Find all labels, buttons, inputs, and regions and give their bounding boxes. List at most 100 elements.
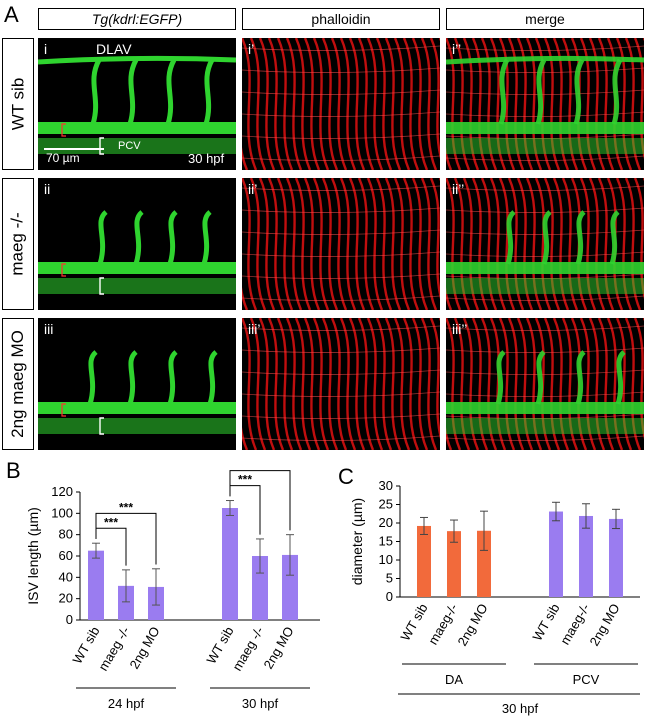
muscle-striation	[242, 67, 440, 73]
sub-panel-label: i’	[248, 41, 255, 57]
sub-panel-label: ii	[44, 181, 51, 197]
cardinal-vein	[446, 138, 644, 154]
muscle-fiber	[552, 178, 570, 310]
muscle-striation	[242, 295, 440, 301]
muscle-striation	[446, 45, 644, 51]
isv-vessel	[167, 350, 178, 405]
muscle-fiber	[552, 318, 570, 450]
muscle-fiber	[561, 178, 579, 310]
muscle-fiber	[597, 38, 615, 170]
micrograph-1-3	[446, 38, 644, 170]
muscle-fiber	[588, 318, 606, 450]
group-label: PCV	[573, 672, 600, 687]
isv-vessel	[127, 58, 139, 125]
muscle-fiber	[303, 38, 321, 170]
muscle-fiber	[242, 426, 249, 450]
muscle-fiber	[330, 38, 348, 170]
muscle-fiber	[267, 38, 285, 170]
muscle-fiber	[294, 318, 312, 450]
muscle-striation	[446, 67, 644, 73]
muscle-fiber	[375, 318, 393, 450]
y-tick-label: 100	[51, 505, 73, 520]
muscle-fiber	[303, 318, 321, 450]
muscle-fiber	[633, 38, 644, 159]
micrograph-image	[446, 38, 644, 170]
panel-letter-c: C	[338, 464, 354, 489]
micrograph-image	[446, 178, 644, 310]
muscle-fiber	[393, 178, 411, 310]
dorsal-aorta	[38, 262, 236, 274]
row-label-wt-sib: WT sib	[2, 38, 34, 170]
bar	[417, 525, 431, 597]
muscle-fiber	[258, 38, 276, 170]
isv-vessel	[97, 210, 108, 265]
bar	[88, 550, 104, 620]
micrograph-image	[242, 38, 440, 170]
isv-vessel	[541, 210, 552, 265]
muscle-striation	[446, 325, 644, 331]
muscle-fiber	[498, 318, 516, 450]
micrograph-3-3	[446, 318, 644, 450]
muscle-fiber	[357, 38, 375, 170]
y-tick-label: 30	[379, 478, 393, 493]
y-tick-label: 10	[379, 552, 393, 567]
muscle-fiber	[471, 318, 489, 450]
row-label-text: 2ng maeg MO	[8, 330, 28, 438]
da-bracket	[61, 123, 66, 137]
x-tick-label: WT sib	[397, 601, 430, 643]
muscle-fiber	[285, 178, 303, 310]
muscle-fiber	[393, 38, 411, 170]
muscle-fiber	[294, 178, 312, 310]
row-label-maeg-mo: 2ng maeg MO	[2, 318, 34, 450]
muscle-striation	[242, 155, 440, 161]
sub-panel-label: iii’	[248, 321, 261, 337]
muscle-fiber	[321, 178, 339, 310]
muscle-fiber	[339, 318, 357, 450]
x-tick-label: WT sib	[69, 624, 102, 666]
muscle-fiber	[534, 178, 552, 310]
micrograph-3-1	[38, 318, 236, 450]
isv-vessel	[87, 350, 98, 405]
y-tick-label: 0	[386, 589, 393, 604]
isv-vessel	[165, 58, 177, 125]
micrograph-2-3	[446, 178, 644, 310]
bar	[477, 530, 491, 597]
muscle-fiber	[285, 38, 303, 170]
dlav-vessel	[446, 55, 644, 65]
isv-vessel	[535, 350, 546, 405]
y-axis-label: diameter (µm)	[349, 498, 365, 585]
muscle-fiber	[384, 178, 402, 310]
muscle-fiber	[552, 38, 570, 170]
significance-label: ***	[104, 515, 118, 529]
y-tick-label: 60	[59, 548, 73, 563]
muscle-fiber	[446, 146, 453, 170]
muscle-fiber	[615, 178, 633, 310]
muscle-fiber	[446, 38, 462, 170]
muscle-fiber	[357, 318, 375, 450]
y-tick-label: 20	[59, 591, 73, 606]
significance-label: ***	[119, 500, 133, 514]
muscle-fiber	[624, 178, 642, 310]
muscle-fiber	[242, 178, 258, 310]
muscle-fiber	[525, 318, 543, 450]
muscle-fiber	[606, 318, 624, 450]
muscle-fiber	[242, 38, 258, 170]
muscle-fiber	[561, 38, 579, 170]
muscle-fiber	[453, 318, 471, 450]
sub-panel-label: i’’	[452, 41, 462, 57]
dorsal-aorta	[38, 122, 236, 134]
sub-panel-label: ii’	[248, 181, 258, 197]
muscle-fiber	[276, 38, 294, 170]
muscle-fiber	[453, 178, 471, 310]
muscle-striation	[446, 111, 644, 117]
muscle-fiber	[357, 178, 375, 310]
muscle-fiber	[366, 38, 384, 170]
muscle-striation	[446, 89, 644, 95]
isv-vessel	[498, 58, 510, 125]
muscle-striation	[446, 295, 644, 301]
muscle-fiber	[303, 178, 321, 310]
dorsal-aorta	[38, 402, 236, 414]
muscle-striation	[242, 45, 440, 51]
column-header-egfp: Tg(kdrl:EGFP)	[38, 8, 236, 30]
